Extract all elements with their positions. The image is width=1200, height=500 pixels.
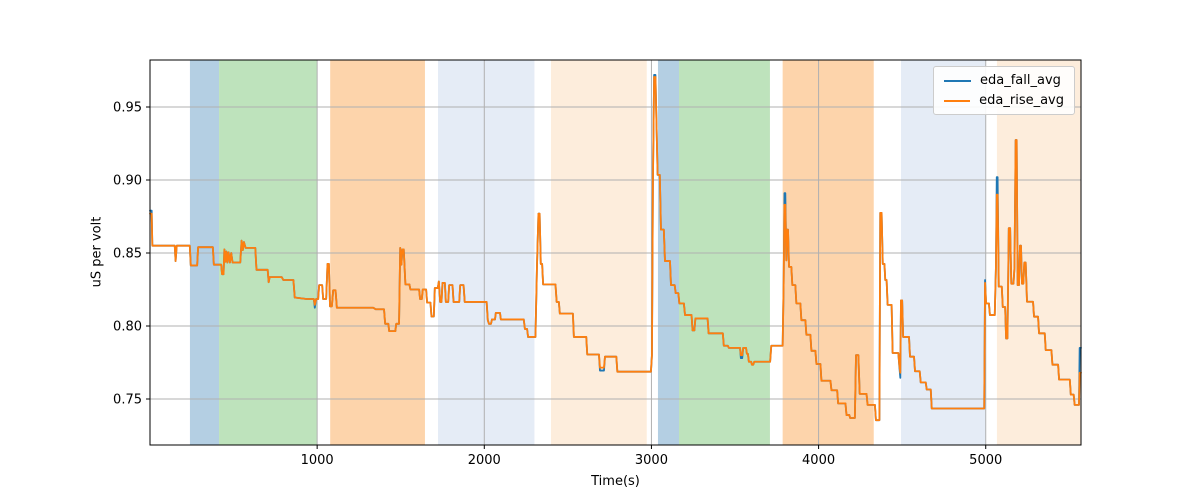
- legend: eda_fall_avg eda_rise_avg: [933, 66, 1075, 115]
- highlight-band-lightblue-2: [900, 60, 986, 445]
- legend-label-rise: eda_rise_avg: [979, 93, 1064, 108]
- highlight-band-blue-1: [189, 60, 220, 445]
- y-tick-label: 0.90: [113, 174, 142, 189]
- y-tick-label: 0.80: [113, 320, 142, 335]
- highlight-band-lightblue-1: [437, 60, 535, 445]
- legend-swatch-rise-icon: [944, 99, 971, 102]
- legend-item-eda-rise-avg: eda_rise_avg: [944, 94, 1064, 107]
- highlight-band-green-2: [679, 60, 770, 445]
- x-axis-title: Time(s): [591, 474, 640, 489]
- x-tick-label: 4000: [802, 453, 835, 468]
- highlight-band-green-1: [219, 60, 318, 445]
- y-tick-label: 0.95: [113, 101, 142, 116]
- y-tick-label: 0.85: [113, 247, 142, 262]
- highlight-band-lightorange-2: [996, 60, 1081, 445]
- legend-label-fall: eda_fall_avg: [980, 73, 1061, 88]
- y-axis-title: uS per volt: [89, 216, 105, 288]
- legend-item-eda-fall-avg: eda_fall_avg: [944, 74, 1064, 87]
- highlight-band-lightorange-1: [550, 60, 647, 445]
- x-tick-label: 5000: [969, 453, 1002, 468]
- x-tick-label: 3000: [635, 453, 668, 468]
- x-tick-label: 1000: [301, 453, 334, 468]
- x-tick-label: 2000: [468, 453, 501, 468]
- highlight-band-blue-2: [657, 60, 680, 445]
- legend-swatch-fall-icon: [944, 79, 971, 82]
- highlight-band-orange-1: [330, 60, 425, 445]
- y-tick-label: 0.75: [113, 393, 142, 408]
- axes-frame: [149, 59, 1082, 446]
- series-line-eda_rise_avg: [149, 76, 1082, 422]
